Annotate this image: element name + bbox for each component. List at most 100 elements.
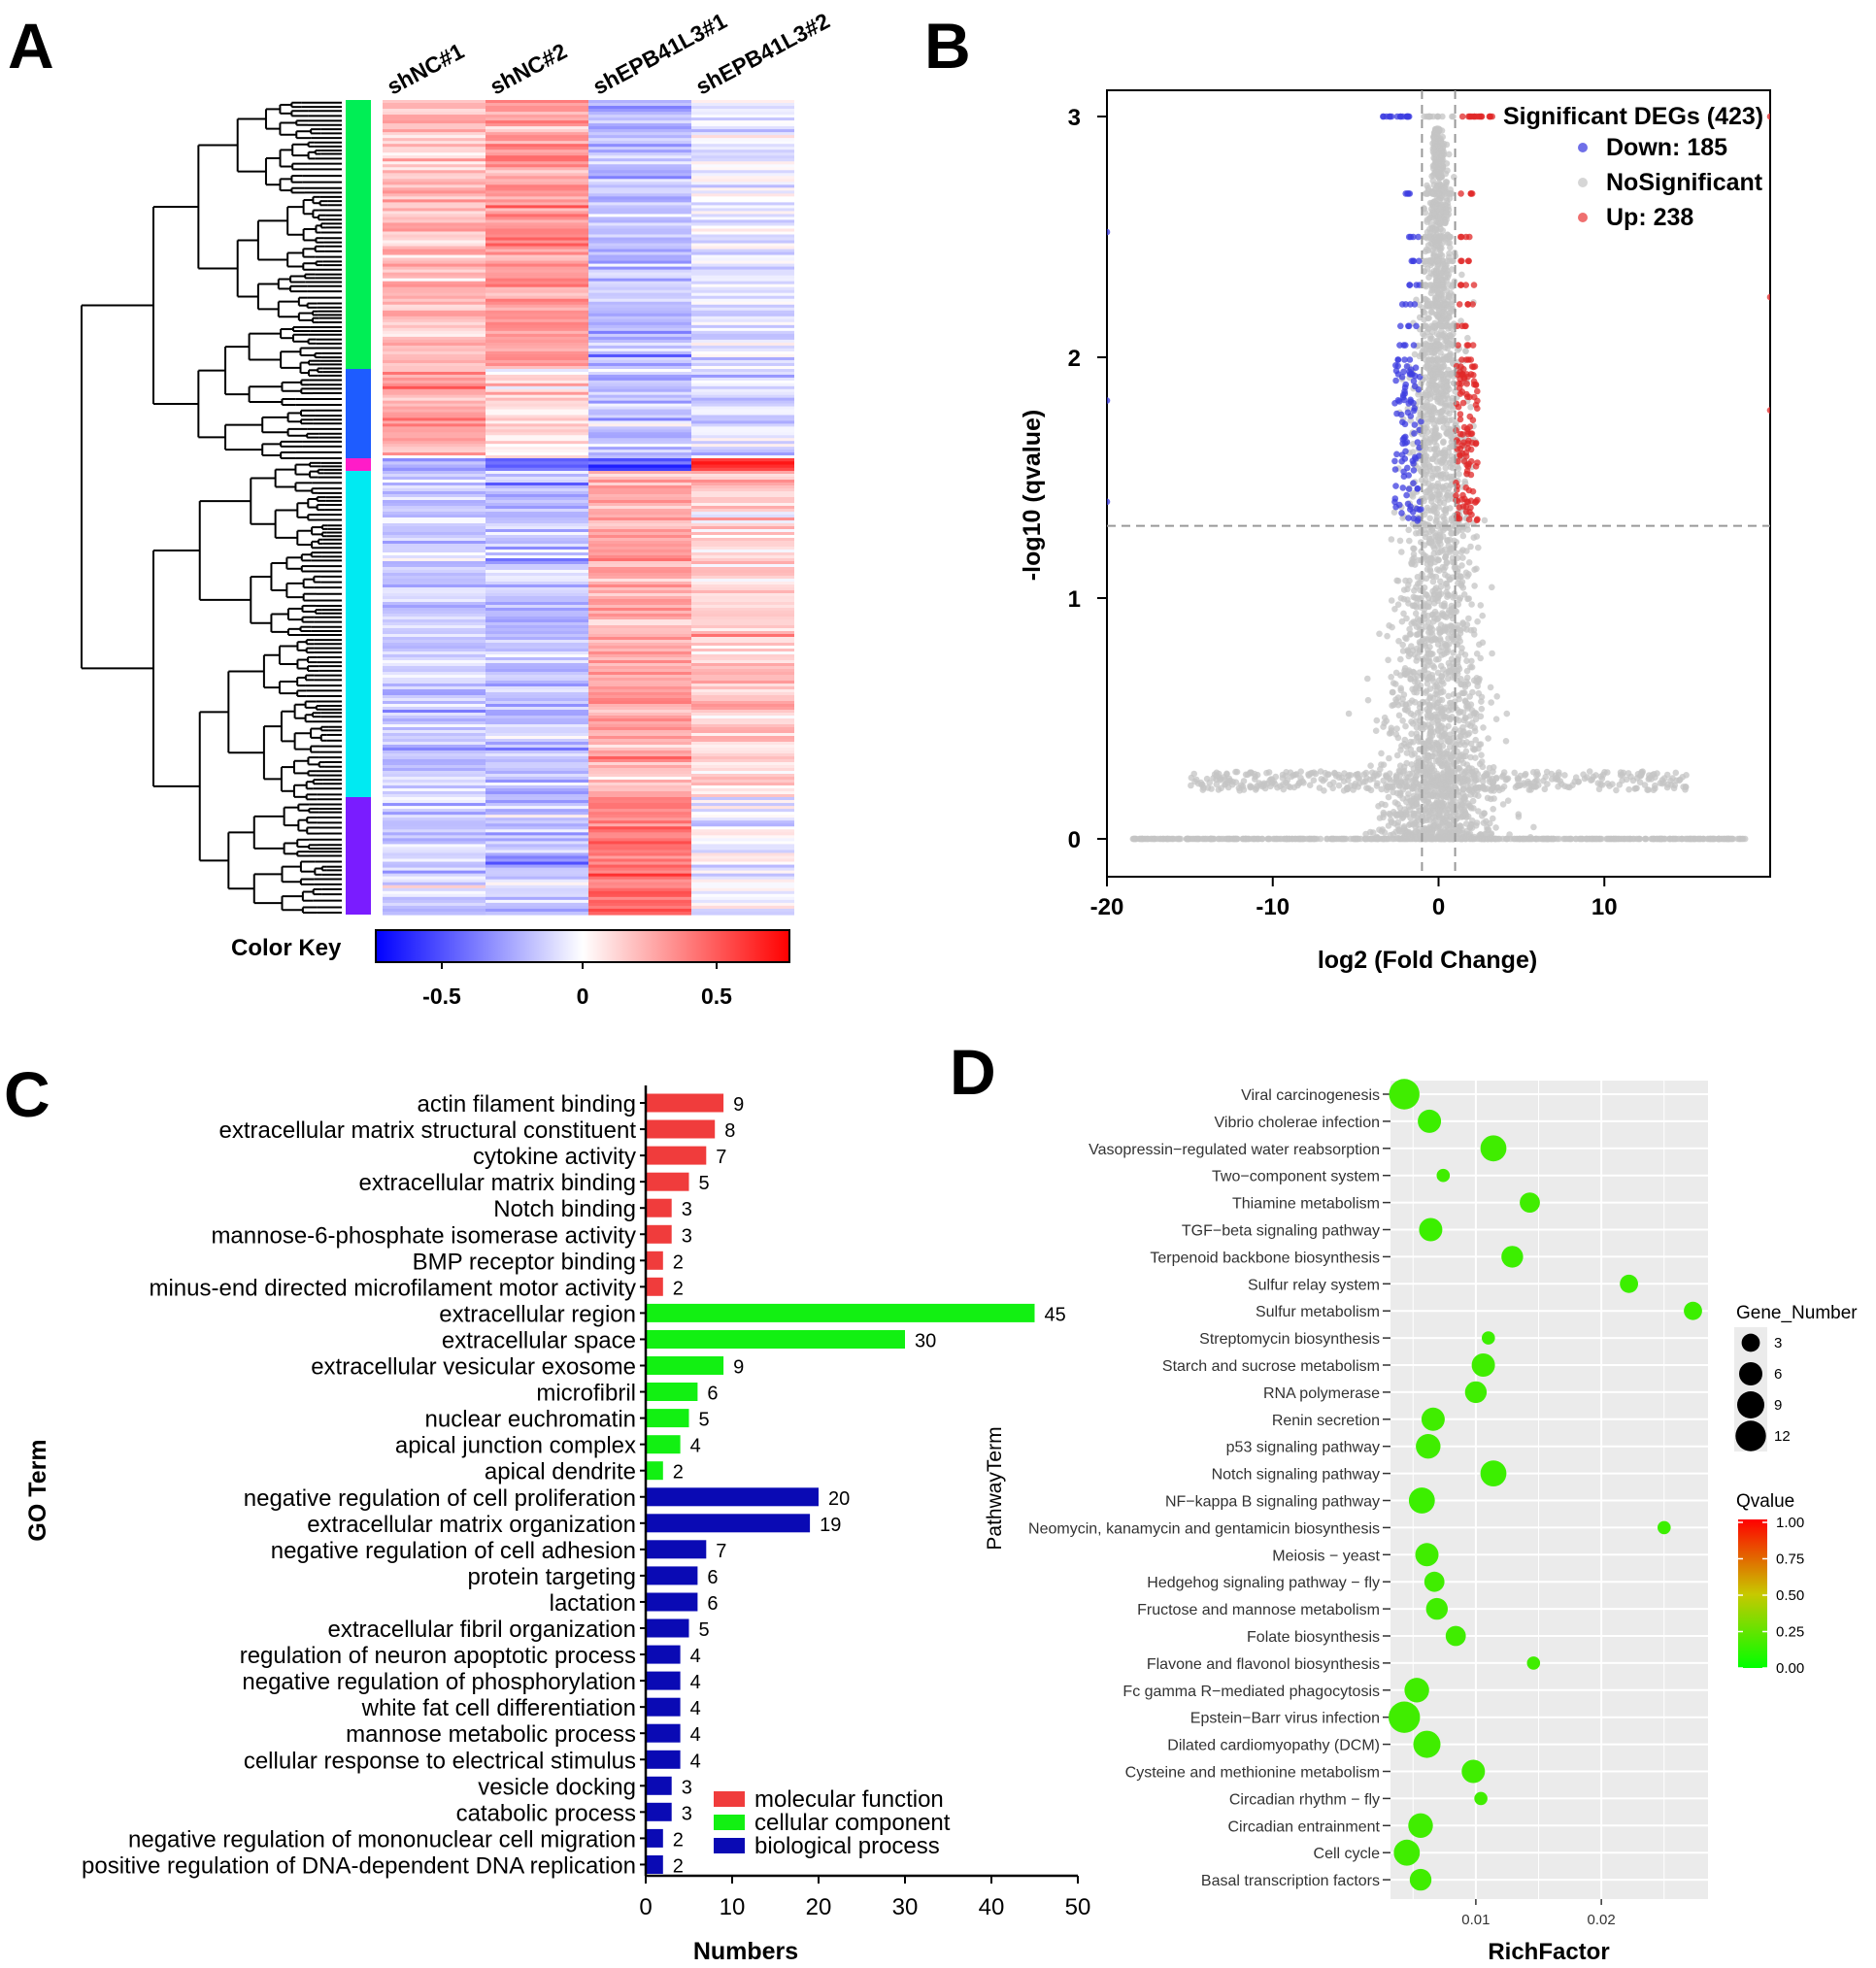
heatmap-cell (486, 619, 588, 623)
heatmap-cell (486, 377, 588, 382)
heatmap-cell (588, 266, 691, 271)
heatmap-cell (691, 812, 794, 816)
heatmap-cell (383, 500, 486, 504)
heatmap-cell (486, 899, 588, 904)
heatmap-cell (486, 666, 588, 670)
heatmap-cell (486, 318, 588, 323)
ns-point (1277, 783, 1284, 789)
heatmap-cell (588, 532, 691, 536)
heatmap-cell (588, 109, 691, 113)
ns-point (1435, 655, 1442, 663)
heatmap-cell (588, 435, 691, 439)
ns-point (1459, 547, 1466, 553)
ns-point (1463, 667, 1471, 675)
ns-point (1474, 786, 1481, 794)
ns-point (1459, 554, 1466, 561)
heatmap-cell (486, 515, 588, 518)
heatmap-cell (691, 526, 794, 530)
ns-point (1455, 791, 1462, 799)
ns-point (1437, 785, 1445, 792)
heatmap-cell (588, 257, 691, 262)
ns-point (1272, 835, 1280, 843)
ns-point (1422, 488, 1429, 496)
heatmap-cell (383, 257, 486, 262)
heatmap-cell (588, 890, 691, 895)
heatmap-cell (486, 450, 588, 453)
heatmap-cell (588, 599, 691, 603)
heatmap-cell (383, 817, 486, 821)
ns-point (1459, 785, 1467, 792)
heatmap-cell (383, 179, 486, 183)
heatmap-cell (383, 278, 486, 283)
heatmap-cell (588, 660, 691, 664)
ns-point (1380, 809, 1388, 817)
heatmap-cell (486, 841, 588, 846)
heatmap-cell (691, 182, 794, 185)
heatmap-cell (486, 272, 588, 277)
ns-point (1456, 471, 1462, 478)
heatmap-cell (588, 780, 691, 784)
ns-point (1247, 783, 1254, 789)
heatmap-cell (383, 506, 486, 510)
heatmap-cell (691, 327, 794, 332)
heatmap-cell (588, 173, 691, 177)
heatmap-cell (588, 263, 691, 268)
ns-point (1475, 808, 1482, 815)
heatmap-cell (691, 144, 794, 148)
heatmap-cell (588, 497, 691, 501)
heatmap-cell (486, 890, 588, 895)
heatmap-cell (691, 544, 794, 548)
heatmap-cell (383, 441, 486, 445)
heatmap-cell (383, 800, 486, 804)
heatmap-cell (588, 817, 691, 821)
heatmap-cell (383, 356, 486, 361)
heatmap-cell (383, 117, 486, 121)
ns-point (1477, 602, 1485, 609)
heatmap-cell (588, 432, 691, 436)
heatmap-cell (383, 596, 486, 600)
heatmap-cell (588, 777, 691, 781)
heatmap-cell (691, 847, 794, 851)
ns-point (1689, 835, 1696, 843)
heatmap-cell (383, 759, 486, 763)
heatmap-cell (691, 666, 794, 670)
ns-point (1419, 725, 1426, 733)
ns-point (1305, 771, 1312, 778)
heatmap-cell (691, 170, 794, 174)
heatmap-cell (588, 234, 691, 239)
heatmap-cell (691, 336, 794, 341)
ns-point (1453, 716, 1459, 722)
heatmap-cell (691, 199, 794, 203)
heatmap-cell (486, 193, 588, 197)
heatmap-cell (486, 902, 588, 907)
ns-point (1463, 833, 1470, 841)
heatmap-cell (486, 444, 588, 448)
ns-point (1437, 578, 1444, 585)
heatmap-cell (691, 701, 794, 705)
heatmap-cell (691, 246, 794, 250)
heatmap-cell (486, 184, 588, 188)
heatmap-cell (588, 117, 691, 121)
ns-point (1410, 712, 1418, 718)
heatmap-cell (691, 464, 794, 469)
ns-point (1434, 472, 1442, 479)
ns-point (1438, 602, 1446, 609)
ns-point (1446, 150, 1453, 158)
heatmap-cell (486, 829, 588, 833)
heatmap-cell (486, 762, 588, 766)
ns-point (1467, 404, 1474, 411)
heatmap-cell (383, 785, 486, 789)
heatmap-cell (486, 858, 588, 863)
heatmap-cell (588, 103, 691, 107)
heatmap-cell (383, 394, 486, 399)
heatmap-cell (588, 406, 691, 411)
heatmap-cell (383, 237, 486, 242)
ns-point (1392, 774, 1400, 781)
heatmap-cell (486, 716, 588, 719)
heatmap-cell (588, 678, 691, 682)
heatmap-cell (383, 873, 486, 878)
heatmap-cell (383, 184, 486, 188)
ns-point (1493, 693, 1500, 700)
ns-point (1472, 754, 1479, 761)
heatmap-cell (588, 491, 691, 495)
